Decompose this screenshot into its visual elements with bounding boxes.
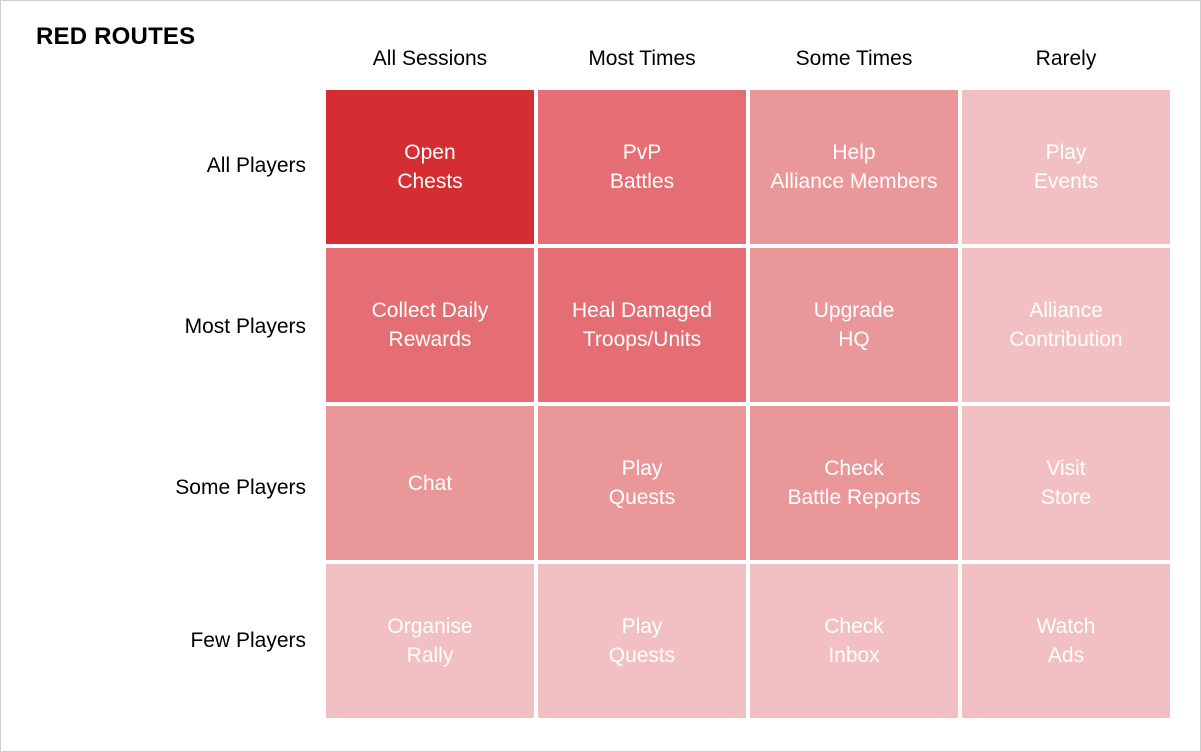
cell-help-alliance-members: Help Alliance Members — [750, 90, 958, 244]
column-header-all-sessions: All Sessions — [372, 47, 488, 70]
cell-check-battle-reports: Check Battle Reports — [750, 406, 958, 560]
cell-upgrade-hq: Upgrade HQ — [750, 248, 958, 402]
cell-label: Play Quests — [608, 615, 676, 667]
cell-alliance-contribution: Alliance Contribution — [962, 248, 1170, 402]
cell-label: Play Quests — [608, 457, 676, 509]
cell-play-events: Play Events — [962, 90, 1170, 244]
column-header-rarely: Rarely — [1035, 47, 1097, 70]
row-header-all-players: All Players — [206, 154, 306, 177]
row-header-most-players: Most Players — [184, 315, 306, 338]
cell-label: Upgrade HQ — [813, 299, 895, 351]
cell-label: Heal Damaged Troops/Units — [571, 299, 713, 351]
column-header-some-times: Some Times — [795, 47, 913, 70]
cell-label: Open Chests — [397, 141, 463, 193]
row-header-few-players: Few Players — [190, 629, 306, 652]
cell-organise-rally: Organise Rally — [326, 564, 534, 718]
cell-label: Check Inbox — [824, 615, 884, 667]
cell-heal-damaged-troops: Heal Damaged Troops/Units — [538, 248, 746, 402]
cell-label: Play Events — [1033, 141, 1099, 193]
cell-play-quests-few: Play Quests — [538, 564, 746, 718]
cell-watch-ads: Watch Ads — [962, 564, 1170, 718]
row-header-some-players: Some Players — [175, 476, 306, 499]
cell-check-inbox: Check Inbox — [750, 564, 958, 718]
cell-label: PvP Battles — [609, 141, 675, 193]
cell-chat: Chat — [326, 406, 534, 560]
cell-play-quests: Play Quests — [538, 406, 746, 560]
cell-label: Chat — [407, 471, 453, 495]
cell-collect-daily-rewards: Collect Daily Rewards — [326, 248, 534, 402]
cell-pvp-battles: PvP Battles — [538, 90, 746, 244]
cell-visit-store: Visit Store — [962, 406, 1170, 560]
cell-label: Alliance Contribution — [1009, 299, 1123, 351]
cell-label: Visit Store — [1040, 457, 1092, 509]
cell-label: Watch Ads — [1036, 615, 1096, 667]
cell-label: Organise Rally — [387, 615, 473, 667]
cell-label: Help Alliance Members — [770, 141, 938, 193]
cell-label: Collect Daily Rewards — [371, 299, 489, 351]
diagram-title: RED ROUTES — [36, 23, 196, 50]
column-header-most-times: Most Times — [588, 47, 696, 70]
cell-open-chests: Open Chests — [326, 90, 534, 244]
cell-label: Check Battle Reports — [787, 457, 921, 509]
